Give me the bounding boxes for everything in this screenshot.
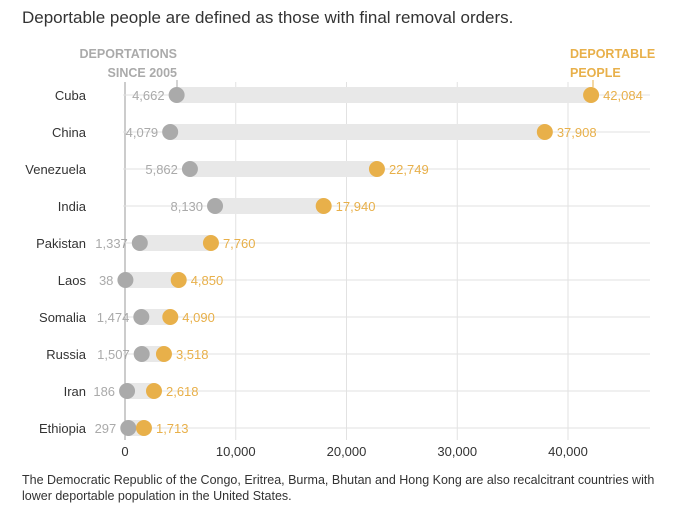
deportations-value-label: 1,337 xyxy=(95,236,128,251)
deportable-point xyxy=(368,161,385,177)
deportations-value-label: 8,130 xyxy=(170,199,203,214)
deportations-point xyxy=(133,309,150,325)
deportations-value-label: 4,662 xyxy=(132,88,165,103)
x-tick-label: 0 xyxy=(121,444,128,459)
category-label: Venezuela xyxy=(25,162,86,177)
dumbbell-chart: 0 10,000 20,000 30,000 40,000 DEPORTATIONS SIN… xyxy=(25,47,655,459)
x-tick-label: 10,000 xyxy=(216,444,256,459)
deportable-value-label: 2,618 xyxy=(166,384,199,399)
legend-deportable-label: PEOPLE xyxy=(570,66,621,80)
deportable-point xyxy=(155,346,172,362)
deportable-point xyxy=(536,124,553,140)
legend-deportations-label: DEPORTATIONS xyxy=(80,47,177,61)
category-label: China xyxy=(52,125,87,140)
deportable-point xyxy=(202,235,219,251)
deportable-point xyxy=(583,87,600,103)
deportations-value-label: 4,079 xyxy=(126,125,159,140)
deportations-value-label: 186 xyxy=(93,384,115,399)
deportable-value-label: 7,760 xyxy=(223,236,256,251)
category-label: Russia xyxy=(46,347,87,362)
category-label: Ethiopia xyxy=(39,421,87,436)
legend-deportable-label: DEPORTABLE xyxy=(570,47,655,61)
category-label: Pakistan xyxy=(36,236,86,251)
deportations-point xyxy=(117,272,134,288)
deportations-point xyxy=(168,87,185,103)
deportable-value-label: 1,713 xyxy=(156,421,189,436)
deportable-point xyxy=(170,272,187,288)
deportable-value-label: 37,908 xyxy=(557,125,597,140)
deportations-point xyxy=(207,198,224,214)
x-tick-label: 40,000 xyxy=(548,444,588,459)
x-tick-label: 20,000 xyxy=(327,444,367,459)
x-tick-label: 30,000 xyxy=(437,444,477,459)
category-label: Laos xyxy=(58,273,87,288)
deportations-value-label: 297 xyxy=(95,421,117,436)
deportable-point xyxy=(162,309,179,325)
deportable-value-label: 17,940 xyxy=(336,199,376,214)
category-label: India xyxy=(58,199,87,214)
category-label: Cuba xyxy=(55,88,87,103)
deportable-value-label: 4,090 xyxy=(182,310,215,325)
legend-deportations-label: SINCE 2005 xyxy=(108,66,178,80)
deportable-value-label: 3,518 xyxy=(176,347,209,362)
deportable-point xyxy=(135,420,152,436)
footnote: The Democratic Republic of the Congo, Er… xyxy=(22,473,655,503)
deportations-point xyxy=(162,124,179,140)
category-label: Iran xyxy=(64,384,86,399)
deportations-value-label: 1,507 xyxy=(97,347,130,362)
deportations-point xyxy=(133,346,150,362)
deportable-value-label: 22,749 xyxy=(389,162,429,177)
deportable-value-label: 42,084 xyxy=(603,88,643,103)
deportations-point xyxy=(181,161,198,177)
deportable-value-label: 4,850 xyxy=(191,273,224,288)
deportations-value-label: 1,474 xyxy=(97,310,130,325)
deportations-point xyxy=(119,383,136,399)
deportations-point xyxy=(120,420,137,436)
deportations-value-label: 38 xyxy=(99,273,113,288)
deportations-point xyxy=(131,235,148,251)
deportations-value-label: 5,862 xyxy=(145,162,178,177)
chart-subtitle: Deportable people are defined as those w… xyxy=(22,8,514,27)
deportable-point xyxy=(315,198,332,214)
category-label: Somalia xyxy=(39,310,87,325)
deportable-point xyxy=(145,383,162,399)
